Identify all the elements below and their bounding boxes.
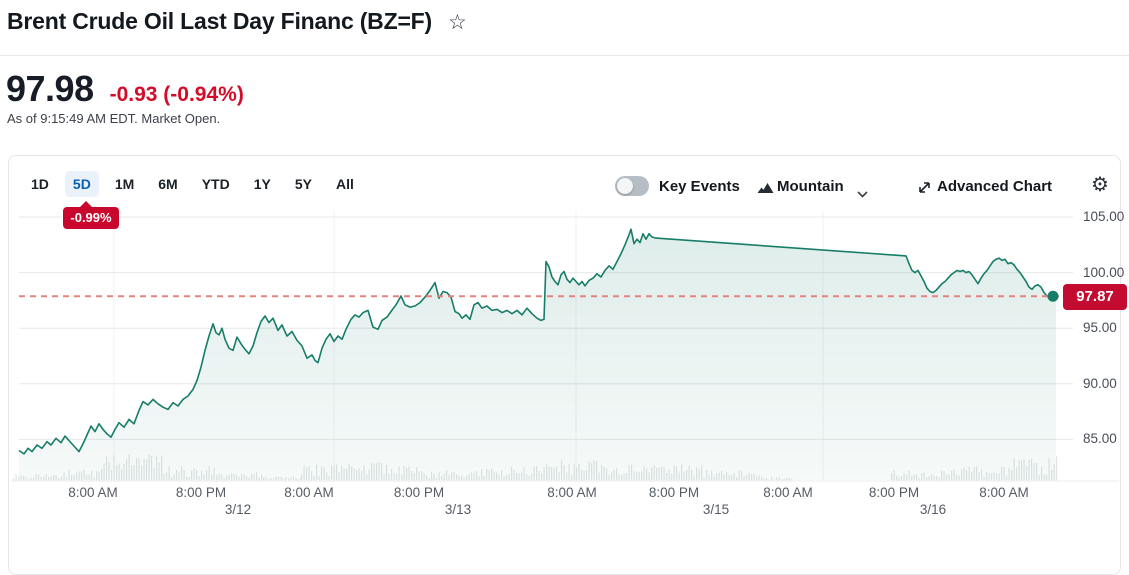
quote-page: { "header": { "title": "Brent Crude Oil … <box>0 8 1129 575</box>
range-tabs: 1D 5D 1M 6M YTD 1Y 5Y All <box>23 171 362 197</box>
range-tab-all[interactable]: All <box>328 171 362 197</box>
price-line <box>18 228 1057 455</box>
volume-bar <box>773 479 775 481</box>
expand-arrows-icon <box>917 180 932 200</box>
x-tick-time: 8:00 PM <box>868 485 920 500</box>
last-price-badge: 97.87 <box>1063 284 1127 310</box>
mountain-area <box>19 229 1056 480</box>
advanced-chart-button[interactable]: Advanced Chart <box>937 178 1053 195</box>
range-tab-6m[interactable]: 6M <box>150 171 185 197</box>
x-tick-time: 8:00 AM <box>547 485 597 500</box>
volume-bar <box>18 476 20 481</box>
price-row: 97.98 -0.93 (-0.94%) <box>6 68 244 110</box>
x-tick-date: 3/15 <box>702 502 730 517</box>
volume-bar <box>781 479 783 481</box>
volume-bar <box>1056 456 1058 481</box>
header: Brent Crude Oil Last Day Financ (BZ=F) ☆ <box>7 8 467 35</box>
y-tick-85.00: 85.00 <box>1083 431 1117 447</box>
y-tick-100.00: 100.00 <box>1083 264 1125 280</box>
last-price: 97.98 <box>6 68 94 109</box>
range-badge-pointer <box>79 201 93 208</box>
x-tick-time: 8:00 PM <box>175 485 227 500</box>
range-tab-5y[interactable]: 5Y <box>287 171 320 197</box>
watchlist-star-icon[interactable]: ☆ <box>448 11 467 34</box>
y-tick-90.00: 90.00 <box>1083 375 1117 391</box>
range-tab-1y[interactable]: 1Y <box>246 171 279 197</box>
y-tick-105.00: 105.00 <box>1083 209 1125 224</box>
range-tab-5d[interactable]: 5D <box>64 171 99 197</box>
price-chart-canvas[interactable] <box>9 156 1122 520</box>
volume-bar <box>13 478 15 481</box>
chart-type-dropdown[interactable]: Mountain <box>777 178 844 195</box>
x-tick-date: 3/13 <box>444 502 472 517</box>
page-title: Brent Crude Oil Last Day Financ (BZ=F) <box>7 8 432 34</box>
header-divider <box>0 55 1129 56</box>
x-tick-time: 8:00 AM <box>284 485 334 500</box>
key-events-toggle[interactable] <box>615 176 649 196</box>
range-tab-1m[interactable]: 1M <box>107 171 142 197</box>
x-tick-date: 3/12 <box>224 502 252 517</box>
range-change-badge: -0.99% <box>63 207 119 229</box>
x-tick-time: 8:00 PM <box>393 485 445 500</box>
key-events-label: Key Events <box>659 178 740 195</box>
as-of-timestamp: As of 9:15:49 AM EDT. Market Open. <box>7 111 221 126</box>
volume-bar <box>28 479 30 481</box>
volume-bar <box>768 479 770 481</box>
chevron-down-icon <box>857 185 868 203</box>
range-tab-1d[interactable]: 1D <box>23 171 57 197</box>
range-tab-ytd[interactable]: YTD <box>194 171 238 197</box>
toggle-knob <box>617 178 633 194</box>
x-tick-time: 8:00 AM <box>763 485 813 500</box>
x-tick-date: 3/16 <box>919 502 947 517</box>
price-change: -0.93 (-0.94%) <box>109 83 244 106</box>
volume-bar <box>791 479 793 481</box>
volume-bar <box>761 479 763 481</box>
x-tick-time: 8:00 AM <box>68 485 118 500</box>
y-tick-95.00: 95.00 <box>1083 320 1117 336</box>
x-tick-time: 8:00 AM <box>979 485 1029 500</box>
gear-icon[interactable]: ⚙ <box>1091 174 1109 196</box>
mountain-icon <box>757 181 774 199</box>
volume-bar <box>298 479 300 481</box>
x-tick-time: 8:00 PM <box>648 485 700 500</box>
volume-bar <box>15 474 17 481</box>
chart-panel: 1D 5D 1M 6M YTD 1Y 5Y All -0.99% Key Events Mou… <box>8 155 1127 575</box>
last-price-dot <box>1047 290 1059 302</box>
